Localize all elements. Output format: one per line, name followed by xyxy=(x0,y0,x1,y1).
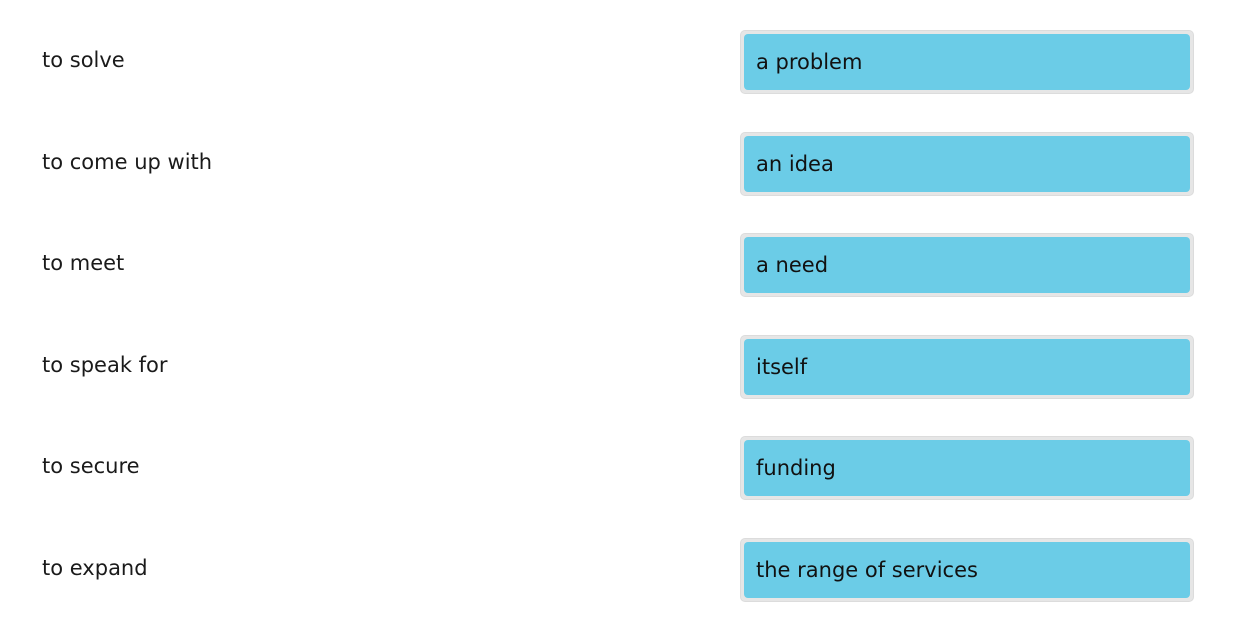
answer-chip[interactable]: itself xyxy=(744,338,1190,395)
drop-slot[interactable]: the range of services xyxy=(740,537,1194,602)
match-row: to secure funding xyxy=(0,436,1234,538)
drop-slot[interactable]: a need xyxy=(740,233,1194,298)
matching-exercise: to solve a problem to come up with an id… xyxy=(0,30,1234,640)
answer-chip[interactable]: funding xyxy=(744,440,1190,497)
match-row: to meet a need xyxy=(0,233,1234,335)
drop-slot[interactable]: a problem xyxy=(740,30,1194,94)
prompt-text: to meet xyxy=(42,251,125,276)
drop-slot[interactable]: an idea xyxy=(740,131,1194,196)
answer-chip[interactable]: an idea xyxy=(744,135,1190,192)
prompt-text: to solve xyxy=(42,48,125,72)
answer-chip[interactable]: the range of services xyxy=(744,541,1190,598)
prompt-text: to secure xyxy=(42,454,140,479)
match-row: to come up with an idea xyxy=(0,131,1234,234)
drop-slot[interactable]: itself xyxy=(740,334,1194,399)
prompt-text: to come up with xyxy=(42,149,213,174)
drop-slot[interactable]: funding xyxy=(740,436,1194,501)
answer-chip[interactable]: a problem xyxy=(744,34,1190,90)
answer-chip[interactable]: a need xyxy=(744,237,1190,294)
prompt-text: to speak for xyxy=(42,352,168,377)
match-row: to speak for itself xyxy=(0,334,1234,437)
prompt-text: to expand xyxy=(42,555,148,580)
match-row: to solve a problem xyxy=(0,30,1234,132)
match-row: to expand the range of services xyxy=(0,537,1234,640)
